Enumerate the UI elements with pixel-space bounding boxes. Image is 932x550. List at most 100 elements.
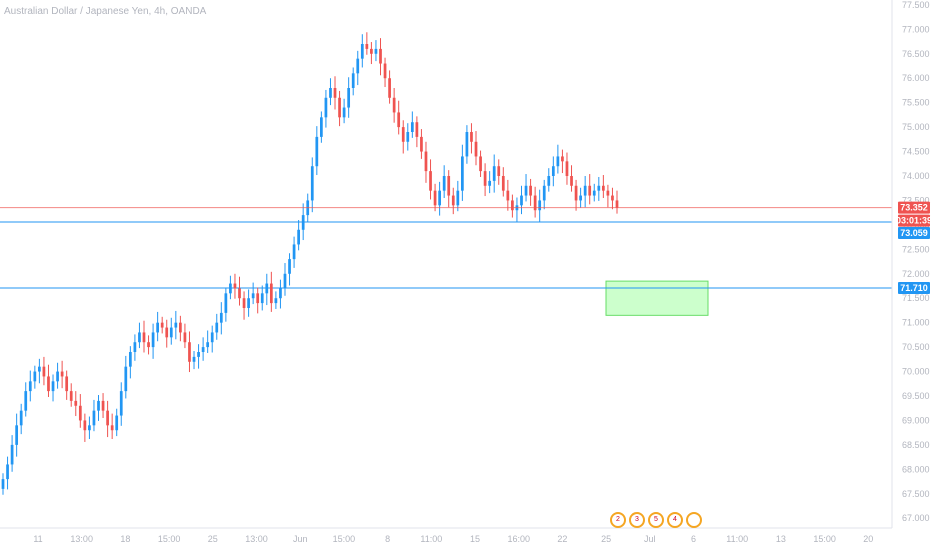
- candle-body: [397, 112, 401, 128]
- current-price-badge: 73.352: [900, 203, 928, 213]
- candle-body: [451, 195, 455, 206]
- y-tick-label: 77.500: [902, 0, 930, 10]
- candle-body: [165, 327, 169, 338]
- candle-body: [42, 366, 46, 377]
- candle-body: [19, 410, 23, 426]
- candle-body: [474, 141, 478, 157]
- candle-body: [28, 381, 32, 392]
- y-tick-label: 67.000: [902, 513, 930, 523]
- y-tick-label: 70.000: [902, 367, 930, 377]
- event-marker[interactable]: 5: [648, 512, 664, 528]
- event-marker[interactable]: 2: [610, 512, 626, 528]
- price-badges: 73.352 03:01:39 73.059 71.710: [896, 201, 932, 294]
- candle-body: [142, 332, 146, 343]
- candle-body: [401, 127, 405, 142]
- candle-body: [24, 391, 28, 411]
- candle-body: [10, 444, 14, 465]
- candle-body: [438, 190, 441, 206]
- candle-body: [92, 410, 96, 426]
- candle-body: [556, 156, 560, 167]
- price-axis[interactable]: 77.500 77.000 76.500 76.000 75.500 75.000 74.5…: [891, 0, 930, 528]
- candle-body: [492, 166, 496, 181]
- candle-body: [310, 166, 314, 201]
- candle-body: [219, 312, 223, 323]
- x-tick-label: 15:00: [158, 534, 181, 544]
- y-tick-label: 71.000: [902, 318, 930, 328]
- candle-body: [288, 259, 291, 274]
- x-tick-label: 22: [557, 534, 567, 544]
- hline-badge: 71.710: [900, 283, 928, 293]
- candle-body: [233, 283, 237, 289]
- candle-body: [97, 400, 100, 411]
- x-tick-label: 13: [776, 534, 786, 544]
- candle-body: [15, 425, 19, 445]
- candle-body: [83, 420, 87, 431]
- candle-body: [442, 176, 446, 191]
- candle-body: [169, 327, 173, 338]
- event-marker[interactable]: 3: [629, 512, 645, 528]
- candle-body: [110, 425, 114, 431]
- horizontal-lines[interactable]: [0, 221, 892, 289]
- candle-body: [483, 171, 487, 186]
- candle-body: [269, 283, 273, 304]
- candle-body: [115, 415, 119, 431]
- event-marker[interactable]: 4: [667, 512, 683, 528]
- candle-body: [38, 366, 41, 372]
- x-tick-label: 16:00: [507, 534, 530, 544]
- candle-body: [128, 352, 132, 367]
- candle-body: [151, 332, 155, 348]
- hline-badge: 73.059: [900, 228, 928, 238]
- candle-body: [247, 298, 250, 308]
- candle-body: [529, 185, 532, 196]
- candle-body: [370, 48, 373, 54]
- candle-body: [415, 122, 419, 137]
- time-axis[interactable]: 11 13:00 18 15:00 25 13:00 Jun 15:00 8 11:00 15 16:…: [0, 527, 892, 544]
- candle-body: [392, 97, 396, 113]
- candle-body: [329, 88, 332, 98]
- x-tick-label: 11: [33, 534, 42, 544]
- y-tick-label: 70.500: [902, 342, 930, 352]
- candle-body: [229, 283, 232, 294]
- x-tick-label: 15: [470, 534, 480, 544]
- support-zone[interactable]: [605, 280, 709, 316]
- x-tick-label: 13:00: [70, 534, 93, 544]
- candle-body: [124, 366, 128, 392]
- candle-body: [297, 229, 300, 245]
- candle-body: [383, 63, 387, 79]
- candle-body: [388, 78, 391, 98]
- candle-body: [256, 293, 260, 304]
- candle-body: [224, 293, 228, 313]
- candle-body: [347, 88, 351, 108]
- candle-body: [333, 88, 337, 98]
- candle-body: [206, 342, 210, 348]
- y-tick-label: 72.000: [902, 269, 930, 279]
- candle-body: [33, 371, 37, 382]
- event-marker[interactable]: [686, 512, 702, 528]
- candle-body: [260, 293, 264, 304]
- candle-body: [351, 73, 355, 88]
- candle-body: [201, 347, 205, 352]
- candle-body: [65, 376, 69, 392]
- candle-body: [251, 293, 255, 299]
- candle-body: [179, 322, 182, 333]
- candle-body: [588, 185, 592, 196]
- chart-title: Australian Dollar / Japanese Yen, 4h, OA…: [4, 6, 207, 17]
- x-tick-label: 13:00: [245, 534, 268, 544]
- candle-body: [456, 190, 460, 206]
- y-tick-label: 72.500: [902, 244, 930, 254]
- candle-body: [174, 322, 178, 328]
- candle-body: [360, 44, 364, 59]
- candle-body: [406, 132, 410, 142]
- candle-body: [424, 151, 428, 172]
- y-tick-label: 68.500: [902, 440, 930, 450]
- candle-body: [410, 122, 414, 132]
- candle-body: [583, 185, 587, 196]
- candle-body: [501, 176, 505, 191]
- x-tick-label: 20: [863, 534, 873, 544]
- countdown-badge-bg: [898, 214, 930, 227]
- y-tick-label: 73.500: [902, 195, 930, 205]
- candle-body: [574, 185, 578, 201]
- candle-body: [160, 322, 164, 328]
- hline-badge-bg: [898, 281, 930, 294]
